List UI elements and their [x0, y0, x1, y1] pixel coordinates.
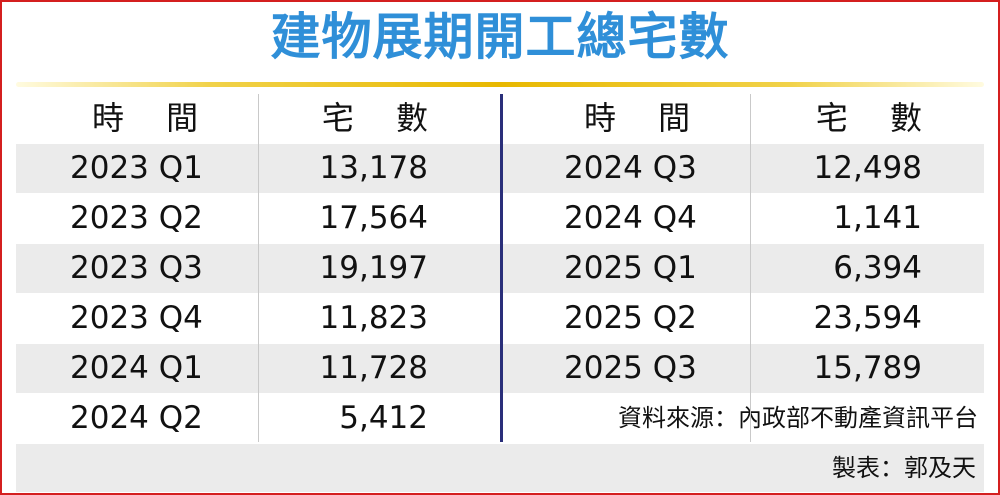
title-divider: [16, 82, 984, 87]
period-cell: 2023 Q2: [70, 200, 203, 236]
footer-band: 製表：郭及天: [16, 444, 984, 492]
maker-credit: 製表：郭及天: [832, 454, 976, 482]
column-divider: [750, 94, 751, 442]
period-cell: 2025 Q2: [564, 300, 697, 336]
table-row: 2023 Q4 11,823 2025 Q2 23,594: [16, 294, 984, 343]
period-cell: 2025 Q1: [564, 250, 697, 286]
page-title: 建物展期開工總宅數: [270, 8, 730, 66]
period-cell: 2024 Q1: [70, 350, 203, 386]
count-cell: 1,141: [833, 200, 922, 236]
table-row: 2023 Q2 17,564 2024 Q4 1,141: [16, 194, 984, 243]
table-header-row: 時 間 宅 數 時 間 宅 數: [16, 94, 984, 143]
table-row: 2024 Q2 5,412 資料來源：內政部不動產資訊平台: [16, 394, 984, 443]
center-divider: [500, 94, 503, 442]
count-cell: 6,394: [833, 250, 922, 286]
count-cell: 17,564: [319, 200, 428, 236]
count-cell: 11,823: [319, 300, 428, 336]
count-cell: 15,789: [813, 350, 922, 386]
header-period-left: 時 間: [92, 99, 215, 137]
period-cell: 2025 Q3: [564, 350, 697, 386]
count-cell: 12,498: [813, 150, 922, 186]
column-divider: [258, 94, 259, 442]
count-cell: 23,594: [813, 300, 922, 336]
count-cell: 19,197: [319, 250, 428, 286]
header-count-right: 宅 數: [815, 99, 938, 137]
period-cell: 2023 Q3: [70, 250, 203, 286]
header-period-right: 時 間: [584, 99, 707, 137]
period-cell: 2024 Q3: [564, 150, 697, 186]
period-cell: 2023 Q4: [70, 300, 203, 336]
table-row: 2024 Q1 11,728 2025 Q3 15,789: [16, 344, 984, 393]
count-cell: 11,728: [319, 350, 428, 386]
count-cell: 13,178: [319, 150, 428, 186]
header-count-left: 宅 數: [321, 99, 444, 137]
count-cell: 5,412: [339, 400, 428, 436]
period-cell: 2024 Q4: [564, 200, 697, 236]
period-cell: 2024 Q2: [70, 400, 203, 436]
source-note: 資料來源：內政部不動產資訊平台: [618, 404, 978, 432]
period-cell: 2023 Q1: [70, 150, 203, 186]
